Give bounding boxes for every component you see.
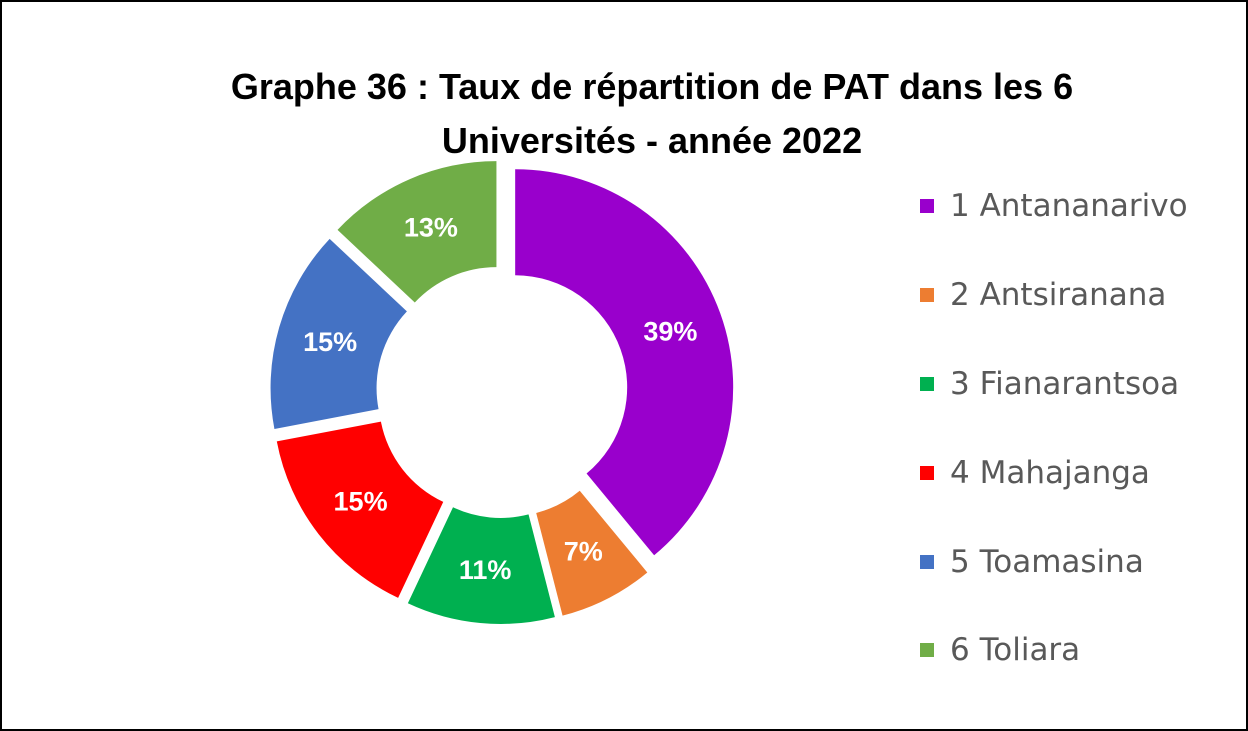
legend-swatch-2 (920, 288, 934, 303)
slice-data-label-5: 15% (303, 327, 357, 357)
legend-item-1: 1 Antananarivo (920, 162, 1240, 251)
donut-slice-2 (536, 490, 648, 616)
legend-label-5: 5 Toamasina (950, 543, 1144, 580)
donut-chart: 39% 7% 11% 15% 15% 13% (270, 161, 734, 624)
slice-data-label-3: 11% (459, 555, 512, 585)
slice-data-label-4: 15% (334, 487, 388, 517)
legend-item-2: 2 Antsiranana (920, 251, 1240, 340)
legend-label-1: 1 Antananarivo (950, 188, 1188, 225)
slice-data-label-2: 7% (564, 536, 603, 566)
donut-slice-6 (337, 161, 497, 303)
legend-item-5: 5 Toamasina (920, 517, 1240, 606)
legend-swatch-5 (920, 554, 934, 569)
legend-label-2: 2 Antsiranana (950, 277, 1167, 314)
donut-slice-3 (407, 507, 555, 624)
chart-title-line-1: Graphe 36 : Taux de répartition de PAT d… (230, 66, 1074, 107)
legend-label-3: 3 Fianarantsoa (950, 365, 1180, 402)
legend-item-3: 3 Fianarantsoa (920, 340, 1240, 429)
chart-legend: 1 Antananarivo 2 Antsiranana 3 Fianarantso… (920, 162, 1240, 695)
legend-label-6: 6 Toliara (950, 632, 1081, 669)
slice-data-label-1: 39% (643, 316, 697, 346)
legend-label-4: 4 Mahajanga (950, 454, 1150, 491)
chart-title-line-2: Universités - année 2022 (441, 120, 863, 161)
slice-data-label-6: 13% (404, 213, 458, 243)
donut-slice-5 (270, 238, 407, 429)
legend-item-4: 4 Mahajanga (920, 428, 1240, 517)
legend-swatch-3 (920, 376, 934, 391)
legend-swatch-4 (920, 465, 934, 480)
chart-title: Graphe 36 : Taux de répartition de PAT d… (132, 60, 1172, 168)
legend-item-6: 6 Toliara (920, 606, 1240, 695)
legend-swatch-6 (920, 643, 934, 658)
legend-swatch-1 (920, 199, 934, 214)
donut-slice-1 (515, 169, 734, 556)
donut-slice-4 (276, 421, 444, 598)
